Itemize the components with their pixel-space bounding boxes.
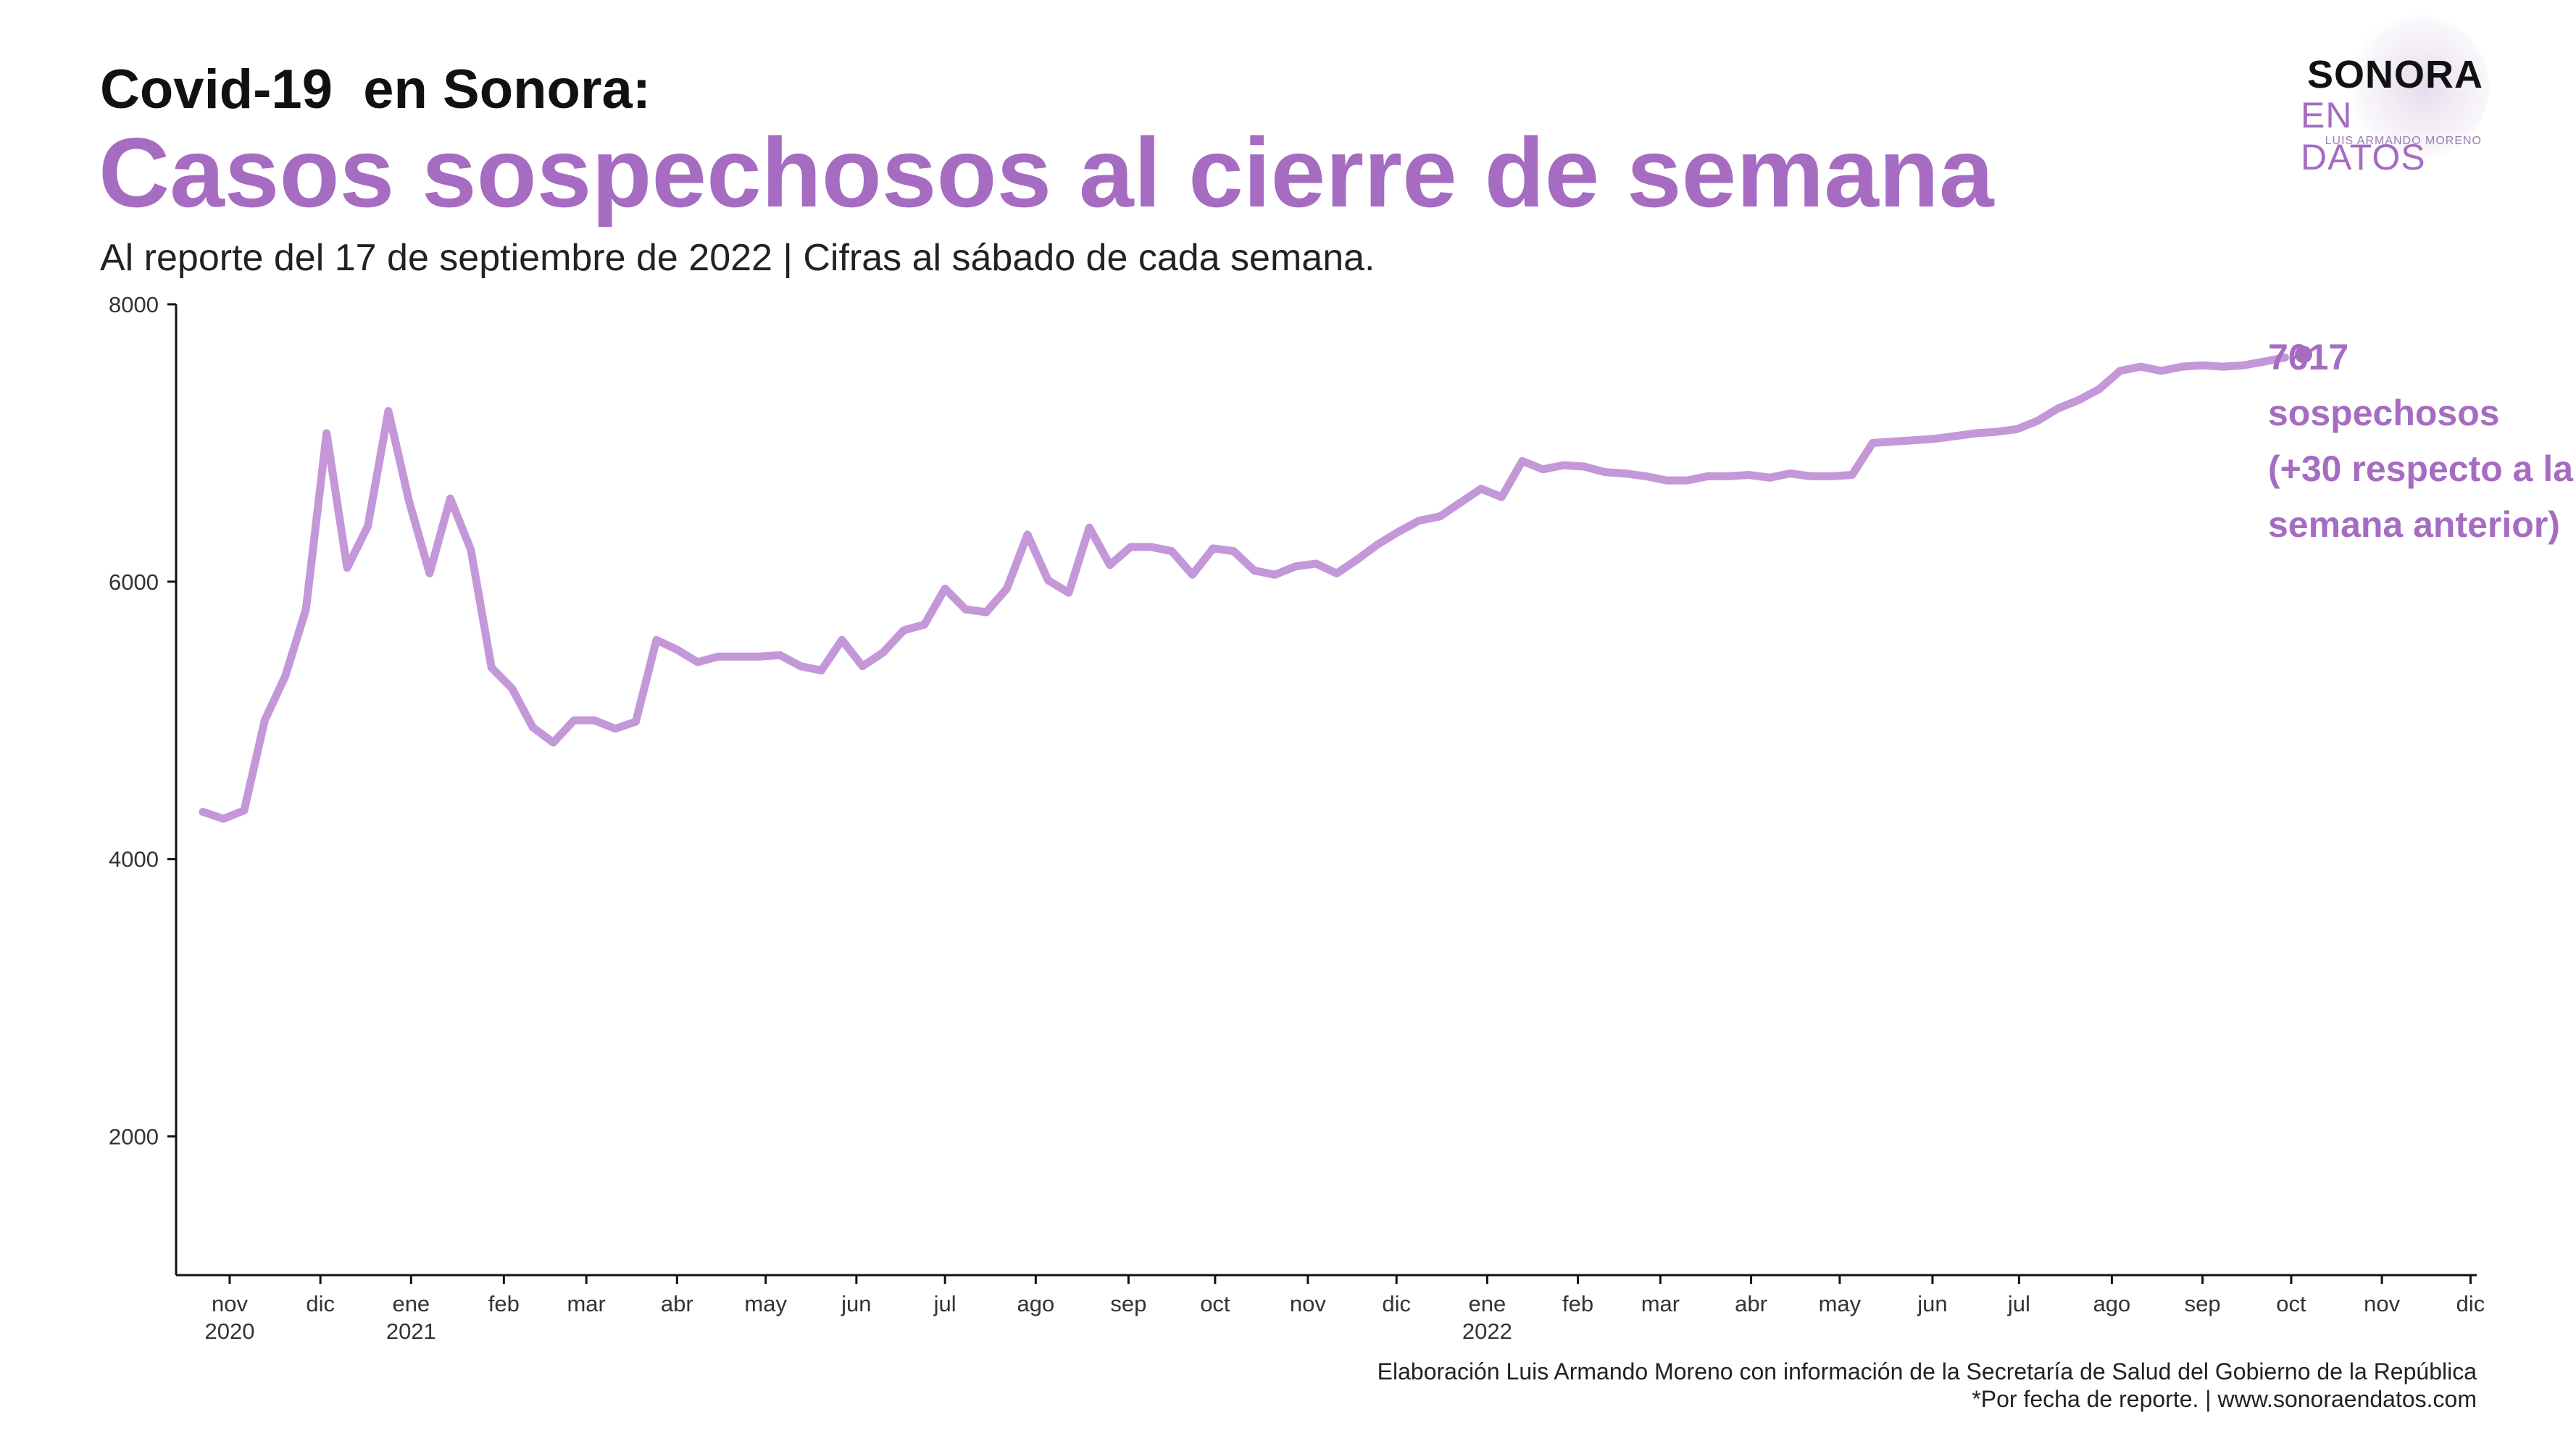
x-tick-label: abr (1735, 1291, 1767, 1316)
x-tick-label: mar (567, 1291, 605, 1316)
x-tick-label: ene (392, 1291, 430, 1316)
last-point-annotation-line: 7617 (2268, 337, 2348, 377)
source-website: *Por fecha de reporte. | www.sonoraendat… (1972, 1386, 2477, 1412)
last-point-annotation-line: semana anterior) (2268, 504, 2560, 545)
y-tick-label: 2000 (109, 1124, 159, 1150)
source-note: Elaboración Luis Armando Moreno con info… (1377, 1358, 2477, 1385)
chart-subtitle: Al reporte del 17 de septiembre de 2022 … (100, 237, 1375, 279)
logo-brand-tagline: EN DATOS (2301, 95, 2426, 178)
x-tick-label: ago (1017, 1291, 1054, 1316)
x-tick-label: jul (2007, 1291, 2030, 1316)
x-tick-label: nov (2364, 1291, 2400, 1316)
logo-author: LUIS ARMANDO MORENO (2325, 135, 2482, 147)
last-point-marker (2295, 346, 2313, 364)
chart-title: Casos sospechosos al cierre de semana (99, 117, 1994, 227)
x-tick-label: oct (1200, 1291, 1230, 1316)
x-tick-label: sep (2185, 1291, 2221, 1316)
x-tick-label: dic (1382, 1291, 1411, 1316)
x-tick-year-label: 2021 (386, 1319, 436, 1344)
brand-logo: SONORA EN DATOS LUIS ARMANDO MORENO (2301, 14, 2496, 178)
x-tick-label: may (744, 1291, 787, 1316)
x-tick-label: jun (1917, 1291, 1947, 1316)
last-point-annotation-line: sospechosos (2268, 393, 2500, 433)
x-tick-label: dic (2456, 1291, 2485, 1316)
x-tick-label: jun (841, 1291, 871, 1316)
y-tick-label: 8000 (109, 292, 159, 317)
x-tick-label: abr (661, 1291, 693, 1316)
x-tick-label: feb (1562, 1291, 1593, 1316)
x-tick-label: oct (2276, 1291, 2306, 1316)
x-tick-label: mar (1641, 1291, 1680, 1316)
x-tick-label: ene (1469, 1291, 1506, 1316)
x-tick-label: dic (306, 1291, 335, 1316)
x-tick-label: may (1819, 1291, 1862, 1316)
y-tick-label: 4000 (109, 847, 159, 872)
x-tick-year-label: 2022 (1462, 1319, 1512, 1344)
series-line-sospechosos (199, 353, 2289, 823)
x-tick-label: ago (2093, 1291, 2131, 1316)
chart-title-prefix: Covid-19 en Sonora: (100, 59, 651, 120)
x-tick-label: nov (212, 1291, 248, 1316)
y-tick-label: 6000 (109, 569, 159, 595)
logo-background-blob (2344, 14, 2489, 159)
last-point-annotation-line: (+30 respecto a la (2268, 448, 2574, 489)
x-tick-label: jul (933, 1291, 956, 1316)
logo-brand-name: SONORA (2306, 53, 2483, 96)
x-tick-label: feb (488, 1291, 520, 1316)
x-tick-label: sep (1110, 1291, 1146, 1316)
x-tick-label: nov (1290, 1291, 1326, 1316)
x-tick-year-label: 2020 (204, 1319, 254, 1344)
